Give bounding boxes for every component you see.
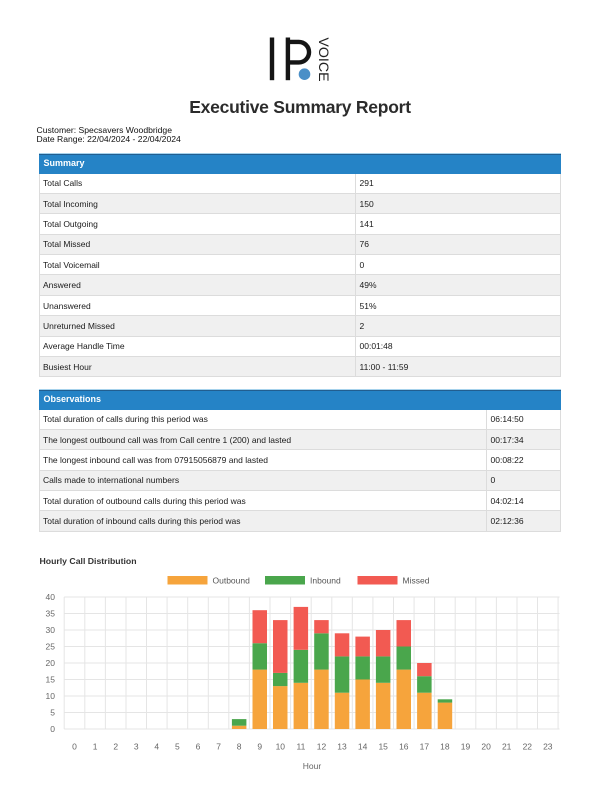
svg-text:20: 20 xyxy=(46,658,56,668)
svg-text:10: 10 xyxy=(276,742,286,752)
svg-text:10: 10 xyxy=(46,691,56,701)
svg-text:19: 19 xyxy=(461,742,471,752)
svg-text:5: 5 xyxy=(175,742,180,752)
svg-text:0: 0 xyxy=(72,742,77,752)
svg-text:20: 20 xyxy=(481,742,491,752)
svg-text:4: 4 xyxy=(154,742,159,752)
svg-text:40: 40 xyxy=(46,592,56,602)
svg-text:13: 13 xyxy=(337,742,347,752)
svg-text:5: 5 xyxy=(50,707,55,717)
svg-text:17: 17 xyxy=(420,742,430,752)
svg-text:6: 6 xyxy=(196,742,201,752)
svg-text:Missed: Missed xyxy=(403,576,430,586)
svg-text:0: 0 xyxy=(50,724,55,734)
svg-text:23: 23 xyxy=(543,742,553,752)
svg-text:1: 1 xyxy=(93,742,98,752)
svg-text:3: 3 xyxy=(134,742,139,752)
svg-text:VOICE: VOICE xyxy=(316,37,332,81)
svg-text:11: 11 xyxy=(296,742,305,752)
svg-text:9: 9 xyxy=(257,742,262,752)
svg-text:8: 8 xyxy=(237,742,242,752)
svg-text:Hour: Hour xyxy=(303,761,322,771)
svg-text:35: 35 xyxy=(46,608,56,618)
svg-text:16: 16 xyxy=(399,742,409,752)
svg-text:18: 18 xyxy=(440,742,450,752)
svg-text:14: 14 xyxy=(358,742,368,752)
svg-text:30: 30 xyxy=(46,625,56,635)
svg-text:15: 15 xyxy=(378,742,388,752)
svg-text:12: 12 xyxy=(317,742,327,752)
svg-text:21: 21 xyxy=(502,742,512,752)
svg-text:15: 15 xyxy=(46,674,56,684)
svg-text:Inbound: Inbound xyxy=(310,576,341,586)
svg-text:Outbound: Outbound xyxy=(213,576,251,586)
svg-text:7: 7 xyxy=(216,742,221,752)
svg-text:22: 22 xyxy=(523,742,533,752)
svg-text:2: 2 xyxy=(113,742,118,752)
svg-text:25: 25 xyxy=(46,641,56,651)
